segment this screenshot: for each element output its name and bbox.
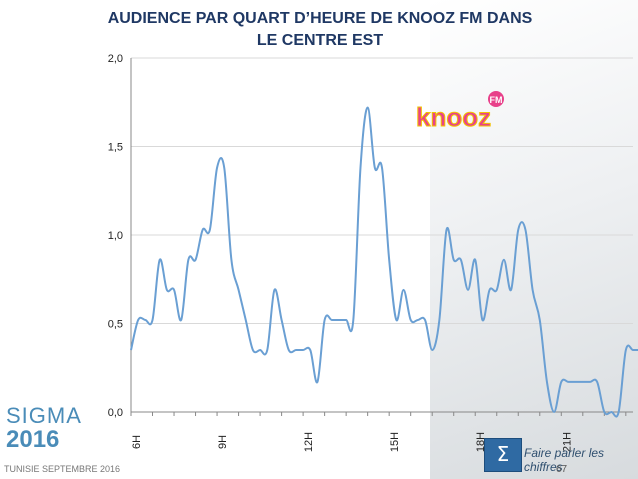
knooz-logo: FM knooz bbox=[414, 90, 510, 134]
x-tick-label: 9H bbox=[217, 435, 229, 449]
background-decoration bbox=[430, 0, 638, 479]
axes bbox=[130, 58, 627, 416]
x-tick-label: 15H bbox=[389, 432, 401, 452]
y-tick-label: 1,5 bbox=[108, 142, 123, 154]
sigma-brand-box-icon: Σ bbox=[484, 438, 522, 472]
x-tick-label: 12H bbox=[303, 432, 315, 452]
knooz-wordmark: knooz bbox=[416, 102, 491, 132]
knooz-badge: FM bbox=[490, 95, 503, 105]
series-line bbox=[130, 106, 638, 418]
page-number: 67 bbox=[556, 464, 568, 475]
x-tick-label: 6H bbox=[131, 435, 143, 449]
svg-text:Σ: Σ bbox=[497, 442, 510, 466]
y-tick-label: 0,0 bbox=[108, 407, 123, 419]
sigma-logo: SIGMA 2016 bbox=[6, 404, 86, 456]
brand-tagline: Faire parler les chiffres bbox=[524, 446, 605, 474]
y-ticks: 0,0 0,5 1,0 1,5 2,0 bbox=[108, 53, 123, 419]
y-tick-label: 2,0 bbox=[108, 53, 123, 65]
y-tick-label: 1,0 bbox=[108, 230, 123, 242]
x-tick-label: 21H bbox=[561, 432, 573, 452]
grid bbox=[131, 57, 633, 413]
sigma-year: 2016 bbox=[6, 426, 60, 453]
y-tick-label: 0,5 bbox=[108, 319, 123, 331]
chart-title: AUDIENCE PAR QUART D’HEURE DE KNOOZ FM D… bbox=[107, 10, 533, 49]
footer-date: TUNISIE SEPTEMBRE 2016 bbox=[4, 464, 121, 474]
sigma-name: SIGMA bbox=[6, 403, 82, 428]
